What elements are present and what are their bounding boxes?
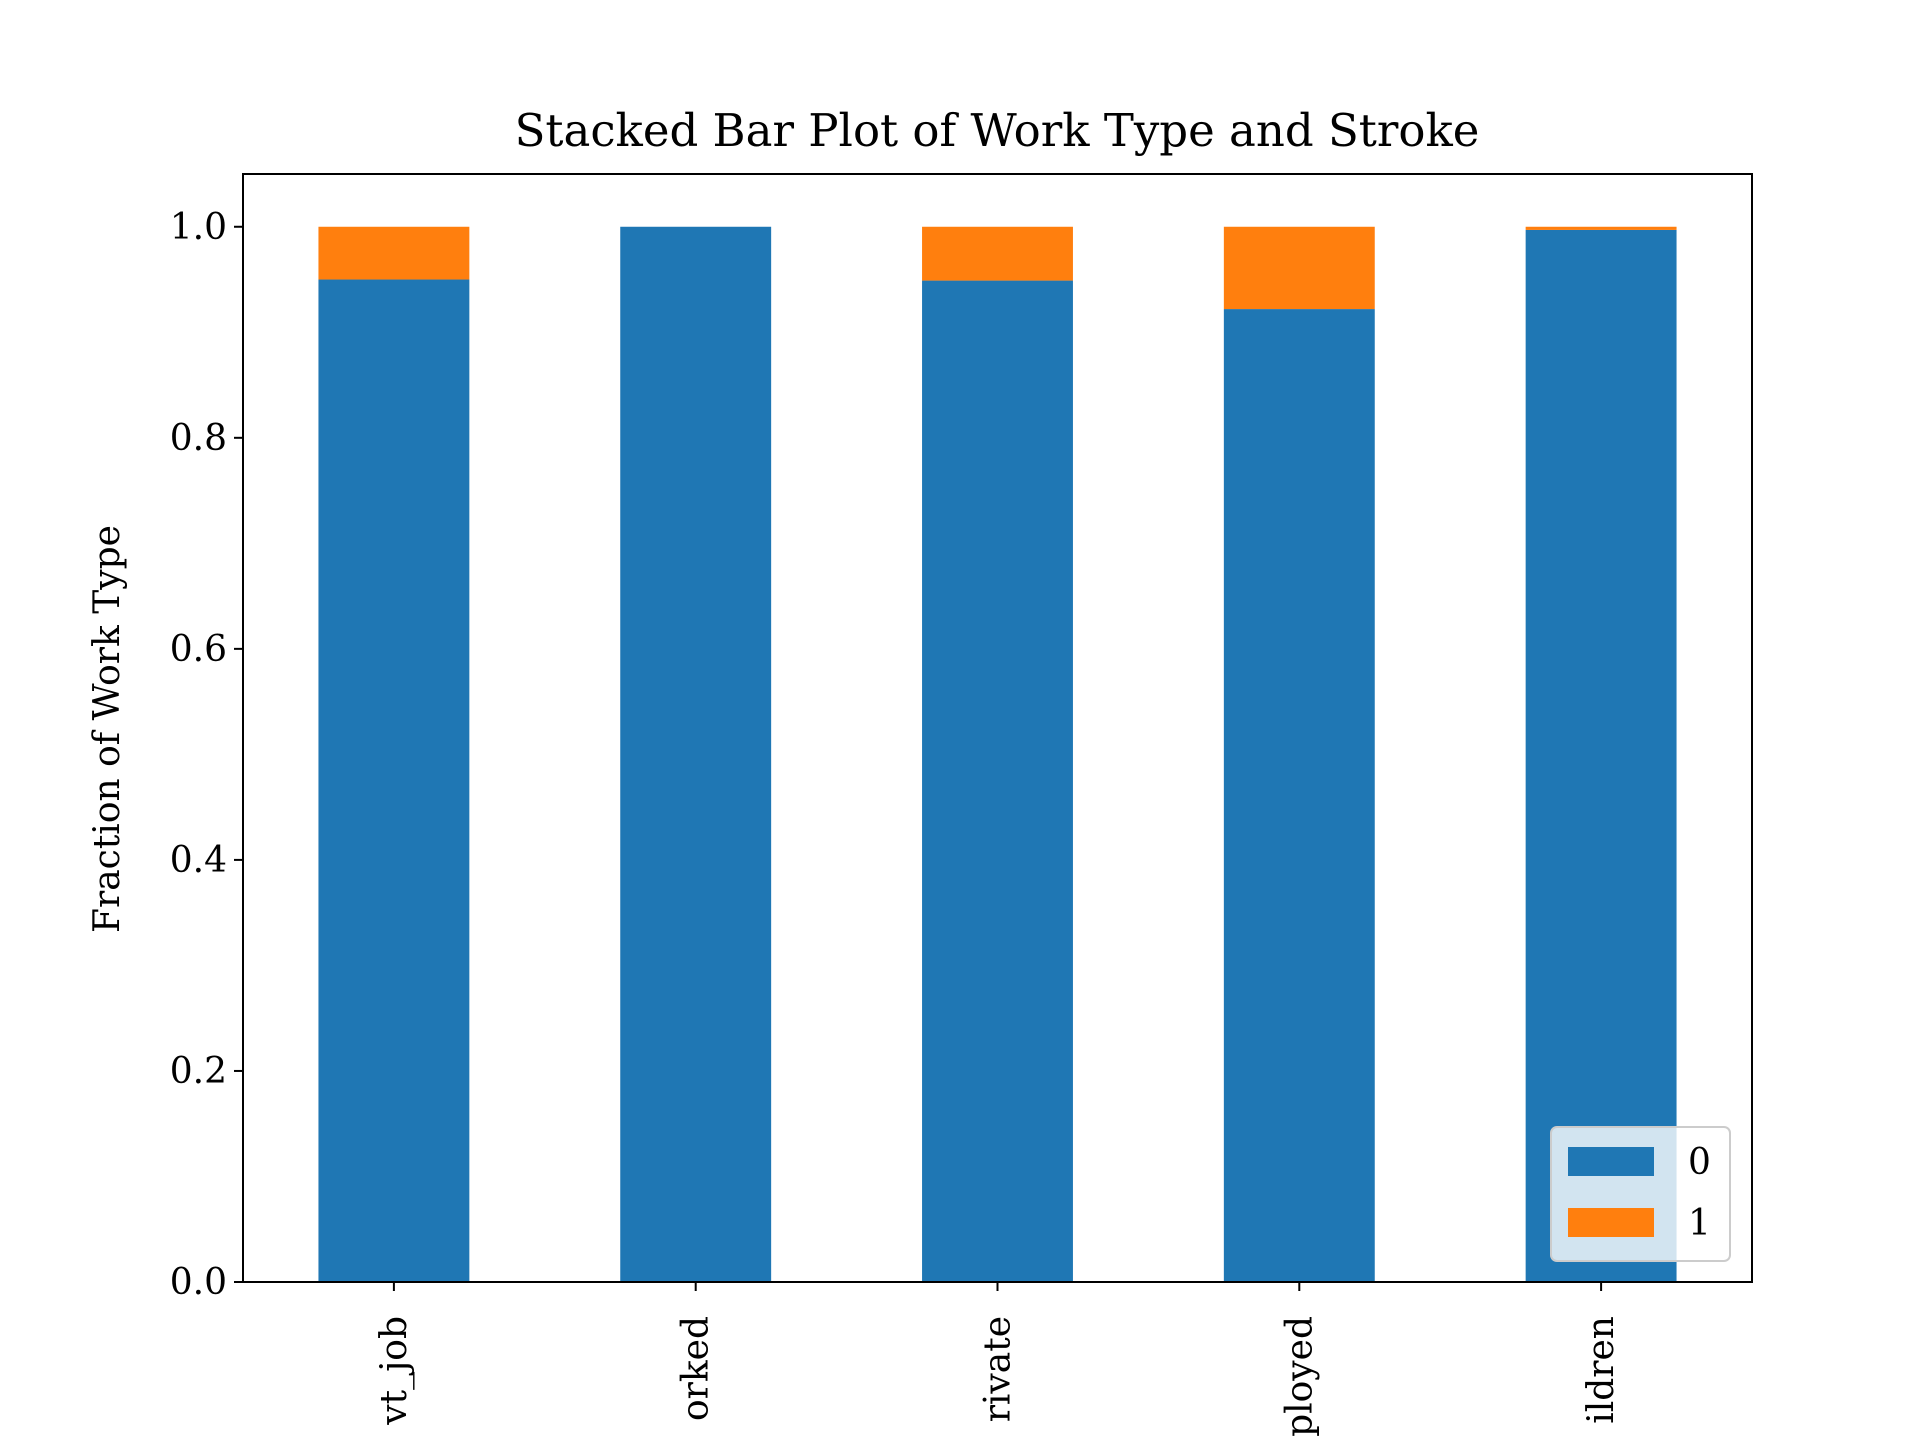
x-tick-label: vt_job xyxy=(374,1316,415,1426)
x-tick-label: orked xyxy=(676,1316,717,1421)
bar-segment xyxy=(1223,226,1375,310)
bar-segment xyxy=(318,226,470,280)
legend-label: 1 xyxy=(1688,1203,1711,1244)
x-tick-label: ployed xyxy=(1279,1316,1320,1437)
bar-segment xyxy=(620,226,772,1282)
bar-segment xyxy=(318,279,470,1282)
y-tick-label: 0.0 xyxy=(170,1262,227,1303)
legend-swatch xyxy=(1568,1208,1654,1237)
chart-title: Stacked Bar Plot of Work Type and Stroke xyxy=(515,104,1480,157)
y-tick-label: 0.6 xyxy=(170,629,227,670)
bar-segment xyxy=(922,226,1073,281)
y-axis-label: Fraction of Work Type xyxy=(87,525,128,933)
bar-segment xyxy=(1525,229,1677,1282)
x-tick-label: ildren xyxy=(1581,1316,1622,1424)
bar-segment xyxy=(1525,226,1677,230)
y-tick-label: 0.4 xyxy=(170,840,227,881)
y-tick-label: 0.8 xyxy=(170,418,227,459)
bar-segment xyxy=(922,280,1073,1282)
x-tick-label: rivate xyxy=(978,1316,1019,1422)
y-tick-label: 1.0 xyxy=(170,207,227,248)
legend-label: 0 xyxy=(1688,1142,1711,1183)
y-tick-label: 0.2 xyxy=(170,1051,227,1092)
legend-swatch xyxy=(1568,1147,1654,1176)
bar-segment xyxy=(1223,309,1375,1283)
